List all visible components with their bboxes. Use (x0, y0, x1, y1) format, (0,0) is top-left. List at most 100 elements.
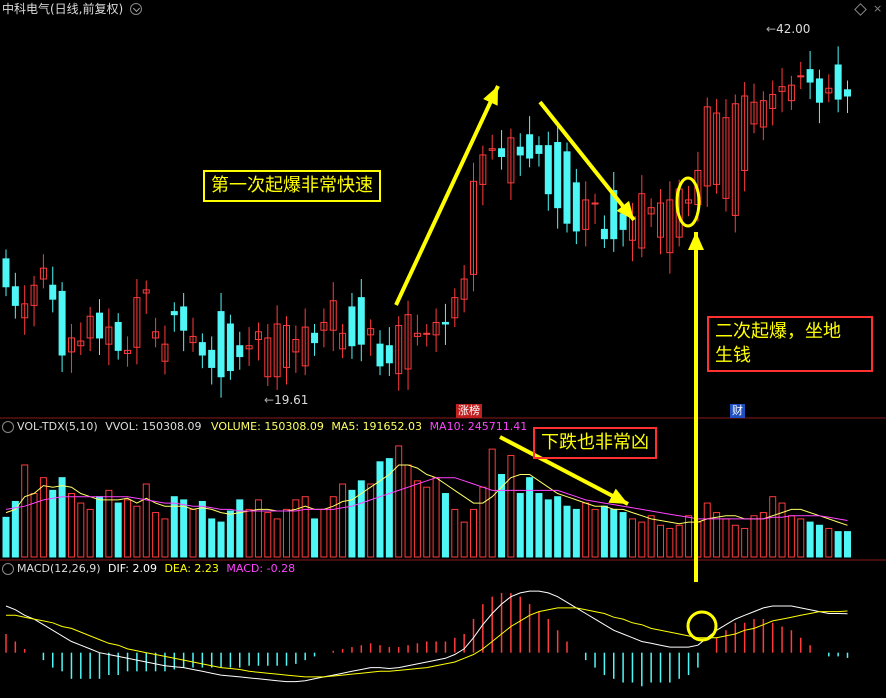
volume-bar (657, 524, 664, 558)
candle-body (404, 314, 412, 370)
volume-bar (741, 527, 749, 558)
financial-badge[interactable]: 财 (730, 404, 745, 418)
candle-body (152, 331, 160, 339)
candle-body (750, 101, 758, 125)
candle-body (133, 297, 141, 348)
arrow-shaft (499, 435, 629, 506)
volume-bar (610, 508, 618, 558)
candle-body (329, 300, 337, 331)
volume-bar (395, 445, 403, 558)
macd-highlight-circle (686, 610, 718, 642)
volume-bar (180, 499, 188, 558)
candle-body (264, 337, 272, 378)
candle-body (423, 332, 431, 335)
volume-bar (208, 518, 216, 558)
volume-bar (554, 496, 562, 558)
volume-bar (301, 496, 309, 558)
candle-body (320, 321, 328, 331)
candle-body (180, 306, 188, 331)
event-badge[interactable]: 涨榜 (456, 404, 482, 418)
candle-body (432, 321, 440, 336)
candle-body (619, 213, 627, 230)
volume-bar (516, 493, 524, 558)
candle-body (311, 332, 319, 344)
volume-bar (572, 508, 580, 558)
volume-bar (133, 505, 141, 558)
volume-bar (844, 531, 851, 558)
candle-body (96, 312, 103, 339)
candle-body (498, 148, 506, 157)
candle-body (413, 332, 421, 337)
candle-body (741, 95, 749, 171)
candle-body (226, 323, 234, 372)
volume-bar (488, 448, 496, 558)
candle-body (657, 202, 664, 238)
macd-indicator-name: MACD(12,26,9) (17, 562, 101, 575)
candle-body (572, 182, 580, 232)
macd-label: MACD: (226, 562, 264, 575)
volume-bar (152, 512, 160, 558)
candle-body (638, 193, 646, 249)
volume-bar (142, 483, 150, 558)
volume-ma5-line (5, 464, 848, 526)
candle-body (49, 284, 57, 300)
candle-body (535, 145, 543, 154)
sharp-fall-callout: 下跌也非常凶 (533, 427, 657, 459)
candle-body (516, 146, 524, 156)
volume-bar (713, 512, 721, 558)
macd-histogram (5, 592, 849, 687)
volume-bar (170, 496, 178, 558)
candle-body (451, 297, 459, 319)
volume-bar (217, 521, 225, 558)
candle-body (11, 286, 19, 306)
candle-body (666, 199, 674, 254)
volume-bar (470, 508, 477, 558)
candle-body (778, 86, 786, 92)
first-burst-arrow (394, 85, 500, 306)
first-highlight-circle (675, 176, 701, 228)
volume-bar (750, 515, 758, 558)
candle-body (292, 339, 300, 353)
settings-icon[interactable] (2, 421, 14, 433)
volume-bar (254, 499, 262, 558)
candle-body (526, 134, 534, 159)
volume-bar (441, 493, 449, 558)
settings-icon[interactable] (2, 563, 14, 575)
ma10-value: 245711.41 (467, 420, 528, 433)
volume-bar (685, 515, 693, 558)
candle-body (703, 106, 711, 187)
volume-bar (797, 518, 805, 558)
candle-body (844, 89, 851, 97)
candle-body (339, 332, 347, 350)
volume-bar (86, 508, 94, 558)
volume-bar (544, 499, 552, 558)
volume-bar (666, 527, 674, 558)
volume-ma-lines (5, 464, 848, 526)
candle-body (273, 323, 281, 378)
close-icon[interactable]: × (873, 2, 883, 15)
candle-body (685, 199, 693, 204)
volume-bar (638, 521, 646, 558)
macd-lines (5, 590, 848, 683)
candle-body (797, 75, 805, 78)
volume-bar (96, 496, 103, 558)
volume-bar (600, 505, 608, 558)
volume-bar (432, 477, 440, 558)
candle-body (124, 349, 132, 354)
candle-body (283, 325, 290, 368)
chart-title: 中科电气(日线,前复权) (2, 2, 124, 16)
candle-body (376, 343, 384, 367)
volume-bar (189, 508, 197, 558)
candle-body (479, 154, 487, 185)
volume-bar (67, 493, 75, 558)
volume-drop-arrow (499, 435, 629, 506)
candle-body (582, 199, 590, 230)
volume-bar (498, 473, 506, 558)
candle-body (488, 148, 496, 151)
chevron-down-icon[interactable] (130, 3, 142, 15)
volume-bar (198, 500, 206, 558)
annotation-arrows (394, 85, 704, 582)
volume-bar (292, 499, 300, 558)
volume-series (2, 445, 851, 558)
arrow-shaft (538, 100, 636, 222)
